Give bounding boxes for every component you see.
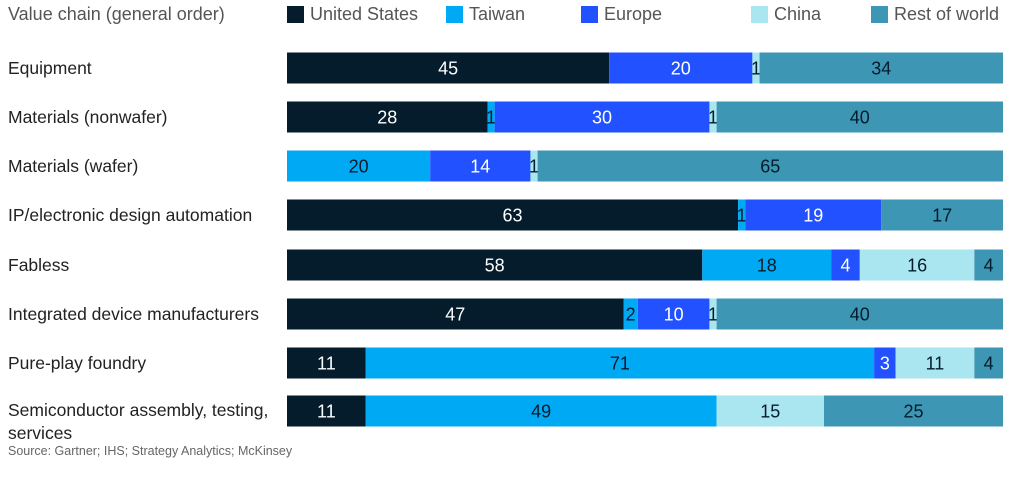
bar-segment [287, 249, 703, 281]
data-label: 2 [626, 305, 636, 325]
legend-label: Rest of world [894, 4, 1000, 24]
data-label: 4 [984, 354, 994, 374]
bar-segment [537, 150, 1003, 182]
data-label: 25 [903, 402, 923, 422]
bar-segment [430, 150, 531, 182]
data-label: 14 [470, 157, 490, 177]
category-label: Equipment [8, 58, 92, 78]
data-label: 20 [671, 59, 691, 79]
chart-header: Value chain (general order) [8, 4, 225, 24]
bar-segment [974, 249, 1003, 281]
category-label: Materials (wafer) [8, 156, 139, 176]
data-label: 11 [926, 354, 945, 374]
legend-item: China [751, 4, 821, 25]
bar-segment [859, 249, 975, 281]
bar-segment [709, 298, 717, 330]
data-label: 34 [871, 59, 891, 79]
data-label: 19 [803, 206, 823, 226]
data-label: 1 [708, 305, 718, 325]
category-label: Materials (nonwafer) [8, 107, 168, 127]
bar-segment [895, 347, 975, 379]
bar-segment [609, 52, 753, 84]
category-label: IP/electronic design automation [8, 205, 253, 225]
legend-swatch [751, 6, 768, 23]
source-note: Source: Gartner; IHS; Strategy Analytics… [8, 444, 293, 458]
data-label: 1 [486, 108, 496, 128]
data-label: 49 [531, 402, 551, 422]
bar-segment [745, 199, 882, 231]
data-label: 58 [485, 256, 505, 276]
legend-item: Taiwan [446, 4, 525, 25]
bar-segment [752, 52, 760, 84]
data-label: 11 [317, 402, 336, 422]
legend-swatch [287, 6, 304, 23]
bar-segment [824, 395, 1003, 427]
bar-segment [623, 298, 638, 330]
legend-swatch [446, 6, 463, 23]
bar-segment [494, 101, 710, 133]
legend-item: United States [287, 4, 418, 25]
data-label: 4 [840, 256, 850, 276]
data-label: 15 [760, 402, 780, 422]
legend-item: Rest of world [871, 4, 999, 25]
legend-swatch [581, 6, 598, 23]
bar-segment [487, 101, 495, 133]
data-label: 4 [984, 256, 994, 276]
data-label: 45 [438, 59, 458, 79]
data-label: 1 [708, 108, 718, 128]
bar-segment [287, 52, 610, 84]
legend-label: United States [310, 4, 419, 24]
bar-segment [702, 249, 832, 281]
data-label: 71 [610, 354, 630, 374]
legend-label: Europe [604, 4, 663, 24]
bar-segment [287, 150, 431, 182]
bar-segment [881, 199, 1003, 231]
bar-segment [530, 150, 538, 182]
bar-segment [637, 298, 710, 330]
category-label: Pure-play foundry [8, 353, 147, 373]
data-label: 63 [503, 206, 523, 226]
bar-segment [716, 395, 824, 427]
bar-segment [716, 298, 1003, 330]
data-label: 65 [760, 157, 780, 177]
category-label: Fabless [8, 255, 70, 275]
bar-segment [287, 101, 488, 133]
data-label: 47 [445, 305, 465, 325]
data-label: 1 [751, 59, 761, 79]
legend-label: Taiwan [469, 4, 526, 24]
data-label: 40 [850, 108, 870, 128]
legend-label: China [774, 4, 822, 24]
bar-segment [831, 249, 860, 281]
bar-segment [716, 101, 1003, 133]
bar-segment [738, 199, 746, 231]
bar-segment [974, 347, 1003, 379]
legend-swatch [871, 6, 888, 23]
bar-segment [365, 347, 875, 379]
data-label: 20 [349, 157, 369, 177]
data-label: 28 [377, 108, 397, 128]
data-label: 16 [907, 256, 927, 276]
data-label: 18 [757, 256, 777, 276]
bar-segment [709, 101, 717, 133]
data-label: 30 [592, 108, 612, 128]
data-label: 17 [932, 206, 952, 226]
bar-segment [287, 298, 624, 330]
data-label: 10 [664, 305, 684, 325]
bar-segment [874, 347, 896, 379]
data-label: 40 [850, 305, 870, 325]
category-label: Semiconductor assembly, testing, service… [8, 400, 269, 443]
bar-segment [759, 52, 1003, 84]
bar-segment [287, 347, 366, 379]
legend-item: Europe [581, 4, 662, 25]
bar-segment [287, 395, 366, 427]
bar-segment [365, 395, 717, 427]
data-label: 11 [317, 354, 336, 374]
data-label: 3 [880, 354, 890, 374]
data-label: 1 [529, 157, 539, 177]
category-label: Integrated device manufacturers [8, 304, 259, 324]
data-label: 1 [737, 206, 747, 226]
bar-segment [287, 199, 739, 231]
